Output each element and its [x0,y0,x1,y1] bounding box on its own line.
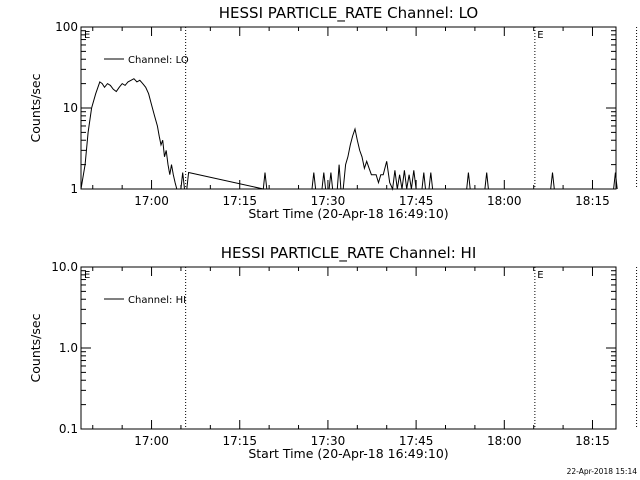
x-axis-label: Start Time (20-Apr-18 16:49:10) [248,446,448,461]
y-tick-label: 1.0 [59,341,78,355]
x-tick-label: 18:15 [575,434,610,448]
x-tick-label: 18:00 [487,434,522,448]
x-tick-label: 17:00 [134,434,169,448]
flag-label: E [537,30,543,41]
flag-label: E [84,30,90,41]
x-tick-label: 17:15 [222,194,257,208]
y-tick-label: 100 [55,20,78,34]
footer-timestamp: 22-Apr-2018 15:14 [567,467,638,476]
x-tick-label: 17:45 [399,194,434,208]
flag-label: E [84,270,90,281]
flag-label: E [537,270,543,281]
y-tick-label: 10 [63,101,78,115]
y-tick-label: 10.0 [51,260,78,274]
y-tick-label: 1 [70,182,78,196]
series-line-channel-lo [80,78,618,191]
x-tick-label: 17:00 [134,194,169,208]
y-axis-label: Counts/sec [28,313,43,382]
x-tick-label: 18:15 [575,194,610,208]
panel-lo: HESSI PARTICLE_RATE Channel: LO 1 10 100 17:… [28,4,638,221]
x-tick-label: 17:30 [311,194,346,208]
x-axis-label: Start Time (20-Apr-18 16:49:10) [248,206,448,221]
x-tick-label: 17:45 [399,434,434,448]
x-tick-label: 18:00 [487,194,522,208]
chart-title: HESSI PARTICLE_RATE Channel: HI [221,244,477,263]
plot-frame [80,26,617,190]
chart-title: HESSI PARTICLE_RATE Channel: LO [219,4,478,23]
y-axis-label: Counts/sec [28,73,43,142]
legend-label: Channel: HI [128,295,186,306]
x-tick-label: 17:15 [222,434,257,448]
y-tick-label: 0.1 [59,422,78,436]
plot-frame [80,266,617,430]
legend-label: Channel: LO [128,55,189,66]
panel-hi: HESSI PARTICLE_RATE Channel: HI 0.1 1.0 10.… [28,244,638,461]
x-tick-label: 17:30 [311,434,346,448]
